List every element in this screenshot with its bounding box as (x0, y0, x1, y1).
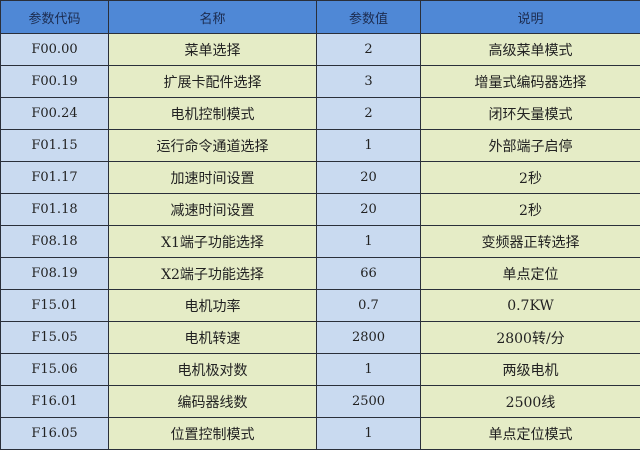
param-value: 20 (317, 194, 421, 226)
param-code: F01.15 (1, 130, 109, 162)
param-description: 2800转/分 (421, 322, 640, 354)
param-code: F00.00 (1, 34, 109, 66)
param-value: 2800 (317, 322, 421, 354)
param-name: X1端子功能选择 (109, 226, 317, 258)
param-code: F16.01 (1, 386, 109, 418)
param-description: 增量式编码器选择 (421, 66, 640, 98)
param-name: X2端子功能选择 (109, 258, 317, 290)
param-name: 运行命令通道选择 (109, 130, 317, 162)
header-code: 参数代码 (1, 1, 109, 34)
param-value: 20 (317, 162, 421, 194)
param-code: F08.18 (1, 226, 109, 258)
param-code: F00.24 (1, 98, 109, 130)
param-description: 闭环矢量模式 (421, 98, 640, 130)
param-value: 66 (317, 258, 421, 290)
param-value: 2 (317, 34, 421, 66)
param-name: 电机转速 (109, 322, 317, 354)
param-name: 电机极对数 (109, 354, 317, 386)
param-description: 2秒 (421, 162, 640, 194)
param-code: F01.17 (1, 162, 109, 194)
param-name: 菜单选择 (109, 34, 317, 66)
param-value: 1 (317, 354, 421, 386)
param-code: F15.01 (1, 290, 109, 322)
param-name: 加速时间设置 (109, 162, 317, 194)
param-name: 编码器线数 (109, 386, 317, 418)
header-row: 参数代码 名称 参数值 说明 (1, 1, 640, 34)
param-description: 单点定位模式 (421, 418, 640, 450)
param-name: 扩展卡配件选择 (109, 66, 317, 98)
param-value: 2500 (317, 386, 421, 418)
header-name: 名称 (109, 1, 317, 34)
param-value: 3 (317, 66, 421, 98)
param-description: 外部端子启停 (421, 130, 640, 162)
param-description: 变频器正转选择 (421, 226, 640, 258)
param-description: 高级菜单模式 (421, 34, 640, 66)
param-value: 0.7 (317, 290, 421, 322)
param-name: 位置控制模式 (109, 418, 317, 450)
param-value: 1 (317, 130, 421, 162)
param-description: 0.7KW (421, 290, 640, 322)
param-description: 2500线 (421, 386, 640, 418)
param-description: 两级电机 (421, 354, 640, 386)
param-name: 电机控制模式 (109, 98, 317, 130)
param-name: 电机功率 (109, 290, 317, 322)
param-code: F15.06 (1, 354, 109, 386)
param-description: 2秒 (421, 194, 640, 226)
param-code: F15.05 (1, 322, 109, 354)
param-code: F00.19 (1, 66, 109, 98)
header-description: 说明 (421, 1, 640, 34)
param-value: 1 (317, 418, 421, 450)
param-code: F16.05 (1, 418, 109, 450)
header-value: 参数值 (317, 1, 421, 34)
param-code: F01.18 (1, 194, 109, 226)
param-name: 减速时间设置 (109, 194, 317, 226)
param-value: 2 (317, 98, 421, 130)
param-code: F08.19 (1, 258, 109, 290)
param-value: 1 (317, 226, 421, 258)
param-description: 单点定位 (421, 258, 640, 290)
